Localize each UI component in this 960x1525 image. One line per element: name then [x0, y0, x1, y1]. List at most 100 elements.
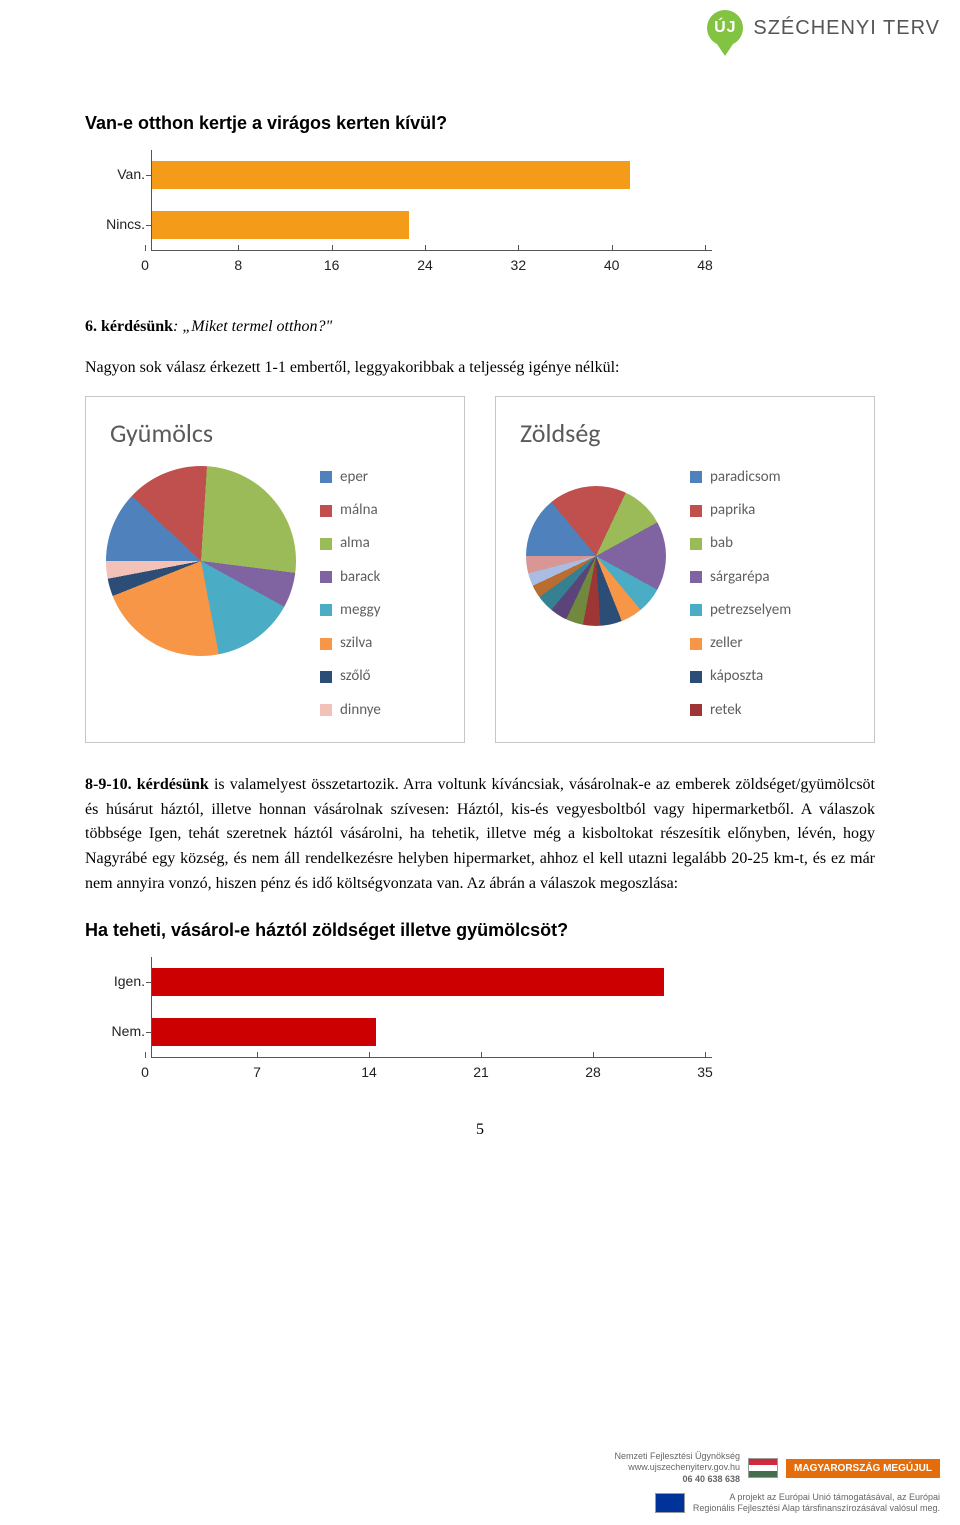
pie-fruit-title: Gyümölcs	[110, 413, 444, 453]
legend-label: petrezselyem	[710, 599, 791, 622]
pie-veg-legend: paradicsom paprika bab sárgarépa petrezselye…	[690, 466, 791, 722]
logo-text: SZÉCHENYI TERV	[753, 17, 940, 40]
pie-fruit-legend: epermálnaalmabarackmeggyszilvaszőlődinny…	[320, 466, 381, 722]
xtick: 24	[417, 255, 433, 277]
legend-label: bab	[710, 532, 733, 555]
chart-buy-plot	[151, 957, 712, 1058]
legend-label: paprika	[710, 499, 755, 522]
legend-item: alma	[320, 532, 381, 555]
pie-card-veg: Zöldség paradicsom paprika bab sárgarépa pet…	[495, 396, 875, 742]
bar	[152, 968, 664, 996]
footer-line1: Nemzeti Fejlesztési Ügynökség	[614, 1451, 740, 1463]
question-6: 6. kérdésünk: „Miket termel otthon?" Nag…	[85, 315, 875, 381]
legend-item: sárgarépa	[690, 566, 791, 589]
chart-buy-ylabels: Igen. Nem.	[85, 957, 151, 1057]
legend-item: eper	[320, 466, 381, 489]
ylabel-van: Van.	[85, 164, 145, 186]
hungary-flag-icon	[748, 1458, 778, 1478]
legend-label: sárgarépa	[710, 566, 770, 589]
xtick: 7	[253, 1062, 261, 1084]
xtick: 8	[234, 255, 242, 277]
legend-swatch	[320, 571, 332, 583]
legend-label: zeller	[710, 632, 743, 655]
legend-item: káposzta	[690, 665, 791, 688]
bar	[152, 211, 409, 239]
legend-swatch	[690, 704, 702, 716]
legend-item: szilva	[320, 632, 381, 655]
chart-garden-ylabels: Van. Nincs.	[85, 150, 151, 250]
q6-title: 6. kérdésünk: „Miket termel otthon?"	[85, 315, 875, 340]
q6-rest: : „Miket termel otthon?"	[173, 318, 332, 335]
legend-swatch	[320, 505, 332, 517]
eu-flag-icon	[655, 1493, 685, 1513]
ylabel-nem: Nem.	[85, 1021, 145, 1043]
footer-line3: 06 40 638 638	[614, 1474, 740, 1486]
legend-label: paradicsom	[710, 466, 781, 489]
legend-label: szőlő	[340, 665, 371, 688]
xtick: 0	[141, 1062, 149, 1084]
xtick: 21	[473, 1062, 489, 1084]
xtick: 14	[361, 1062, 377, 1084]
q6-heading: 6. kérdésünk	[85, 318, 173, 335]
body-paragraph: 8-9-10. kérdésünk is valamelyest összeta…	[85, 773, 875, 897]
legend-swatch	[320, 638, 332, 650]
chart-buy-xaxis: 0714212835	[145, 1058, 705, 1082]
xtick: 48	[697, 255, 713, 277]
footer-line5: Regionális Fejlesztési Alap társfinanszí…	[693, 1503, 940, 1515]
legend-item: barack	[320, 566, 381, 589]
ylabel-nincs: Nincs.	[85, 214, 145, 236]
legend-item: meggy	[320, 599, 381, 622]
legend-label: meggy	[340, 599, 381, 622]
pie-veg-title: Zöldség	[520, 413, 854, 453]
xtick: 28	[585, 1062, 601, 1084]
q6-paragraph: Nagyon sok válasz érkezett 1-1 embertől,…	[85, 356, 875, 381]
chart-garden-title: Van-e otthon kertje a virágos kerten kív…	[85, 110, 765, 138]
legend-label: eper	[340, 466, 368, 489]
legend-item: dinnye	[320, 699, 381, 722]
body-paragraph-wrap: 8-9-10. kérdésünk is valamelyest összeta…	[85, 773, 875, 897]
footer-line2: www.ujszechenyiterv.gov.hu	[614, 1462, 740, 1474]
legend-swatch	[690, 505, 702, 517]
legend-swatch	[690, 638, 702, 650]
ylabel-igen: Igen.	[85, 971, 145, 993]
pie-card-fruit: Gyümölcs epermálnaalmabarackmeggyszilvas…	[85, 396, 465, 742]
xtick: 35	[697, 1062, 713, 1084]
legend-item: retek	[690, 699, 791, 722]
bar	[152, 161, 630, 189]
legend-item: bab	[690, 532, 791, 555]
legend-label: káposzta	[710, 665, 763, 688]
pie-fruit-chart	[106, 466, 296, 656]
footer-badge: MAGYARORSZÁG MEGÚJUL	[786, 1459, 940, 1478]
xtick: 16	[324, 255, 340, 277]
legend-swatch	[320, 471, 332, 483]
legend-swatch	[690, 471, 702, 483]
logo-uj: ÚJ	[714, 19, 736, 37]
pie-veg-chart	[526, 486, 666, 626]
legend-item: paradicsom	[690, 466, 791, 489]
footer-agency: Nemzeti Fejlesztési Ügynökség www.ujszec…	[614, 1451, 740, 1486]
legend-swatch	[320, 671, 332, 683]
legend-swatch	[320, 604, 332, 616]
legend-swatch	[690, 671, 702, 683]
legend-label: dinnye	[340, 699, 381, 722]
xtick: 32	[511, 255, 527, 277]
legend-label: szilva	[340, 632, 372, 655]
page-content: Van-e otthon kertje a virágos kerten kív…	[0, 0, 960, 1358]
chart-buy-title: Ha teheti, vásárol-e háztól zöldséget il…	[85, 917, 765, 945]
footer-line4: A projekt az Európai Unió támogatásával,…	[693, 1492, 940, 1504]
xtick: 0	[141, 255, 149, 277]
chart-garden: Van-e otthon kertje a virágos kerten kív…	[85, 110, 765, 275]
legend-label: barack	[340, 566, 380, 589]
bar	[152, 1018, 376, 1046]
legend-item: petrezselyem	[690, 599, 791, 622]
legend-item: paprika	[690, 499, 791, 522]
legend-item: szőlő	[320, 665, 381, 688]
legend-swatch	[320, 704, 332, 716]
pie-row: Gyümölcs epermálnaalmabarackmeggyszilvas…	[85, 396, 875, 742]
legend-item: zeller	[690, 632, 791, 655]
footer: Nemzeti Fejlesztési Ügynökség www.ujszec…	[520, 1451, 940, 1515]
footer-eu-text: A projekt az Európai Unió támogatásával,…	[693, 1492, 940, 1515]
legend-label: alma	[340, 532, 370, 555]
header-logo: ÚJ SZÉCHENYI TERV	[707, 10, 940, 46]
xtick: 40	[604, 255, 620, 277]
